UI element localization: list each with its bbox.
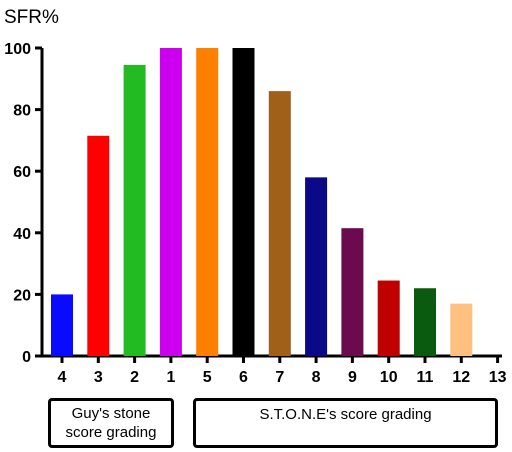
- x-tick-label: 9: [348, 369, 357, 386]
- bar-8: [305, 177, 328, 356]
- y-axis-label: SFR%: [4, 7, 59, 28]
- x-tick-label: 7: [275, 369, 284, 386]
- y-tick-label: 80: [13, 103, 31, 120]
- x-tick-label: 11: [417, 369, 434, 386]
- x-tick-label: 10: [380, 369, 398, 386]
- x-tick-label: 3: [94, 369, 103, 386]
- guy-score-group-text: Guy's stone score grading: [65, 405, 157, 441]
- bar-1: [159, 48, 182, 356]
- bar-5: [196, 48, 219, 356]
- x-tick-label: 4: [58, 369, 67, 386]
- y-tick-label: 20: [13, 287, 31, 304]
- stone-score-group-text: S.T.O.N.E's score grading: [259, 406, 432, 423]
- y-tick-label: 60: [13, 164, 31, 181]
- bar-2: [123, 64, 146, 356]
- x-tick-label: 12: [452, 369, 470, 386]
- x-tick-label: 5: [203, 369, 212, 386]
- y-ticks: 0 20 40 60 80 100: [4, 41, 42, 366]
- bar-6: [232, 48, 255, 356]
- bar-9: [341, 228, 364, 356]
- bars: [51, 48, 473, 357]
- y-tick-label: 40: [13, 226, 31, 243]
- bar-12: [450, 303, 473, 356]
- x-tick-label: 6: [239, 369, 248, 386]
- y-tick-label: 0: [22, 349, 31, 366]
- bar-7: [268, 91, 291, 357]
- x-tick-label: 13: [489, 369, 507, 386]
- x-tick-label: 1: [166, 369, 175, 386]
- guy-score-group-label: Guy's stone score grading: [48, 398, 174, 448]
- bar-3: [87, 135, 110, 356]
- bar-4: [51, 294, 73, 356]
- stone-score-group-label: S.T.O.N.E's score grading: [193, 398, 498, 448]
- x-tick-label: 8: [312, 369, 321, 386]
- bar-10: [377, 280, 400, 356]
- x-tick-label: 2: [130, 369, 139, 386]
- x-ticks: 4 3 2 1 5 6 7 8 9 10 11 12 13: [58, 356, 507, 386]
- bar-11: [414, 288, 436, 356]
- y-tick-label: 100: [4, 41, 31, 58]
